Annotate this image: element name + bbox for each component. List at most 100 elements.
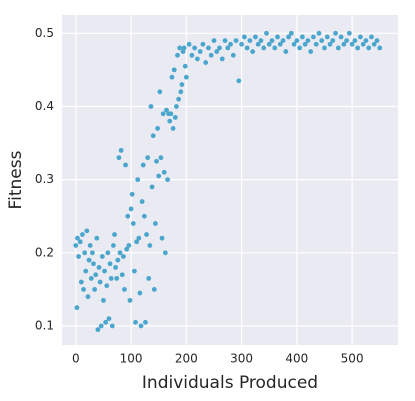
point [341, 41, 347, 47]
point [186, 41, 192, 47]
x-axis-label: Individuals Produced [142, 373, 318, 393]
point [104, 283, 110, 289]
point [165, 177, 170, 183]
point [144, 232, 149, 237]
y-tick-label: 0.3 [35, 172, 54, 186]
point [344, 38, 350, 44]
point [299, 34, 305, 40]
point [333, 30, 338, 36]
point [77, 239, 83, 245]
point [139, 199, 145, 204]
point [84, 228, 90, 234]
point [150, 133, 156, 139]
point [89, 250, 95, 256]
point [178, 89, 184, 95]
point [83, 268, 89, 274]
point [308, 49, 314, 54]
point [101, 297, 106, 303]
point [371, 41, 377, 47]
point [324, 34, 330, 40]
point [87, 243, 93, 248]
point [244, 45, 250, 51]
point [275, 34, 280, 40]
point [363, 38, 369, 44]
point [211, 38, 217, 44]
point [181, 45, 187, 51]
point [93, 272, 99, 278]
point [140, 162, 146, 168]
point [288, 30, 294, 36]
point [177, 45, 183, 51]
point [167, 118, 173, 124]
point [264, 30, 269, 36]
point [155, 126, 161, 131]
point [189, 52, 195, 58]
point [176, 96, 182, 102]
y-axis-label: Fitness [6, 150, 26, 209]
point [97, 279, 103, 285]
point [183, 74, 189, 80]
point [82, 250, 88, 256]
point [180, 49, 186, 54]
point [316, 30, 322, 36]
point [108, 276, 114, 281]
point [130, 221, 136, 226]
point [73, 243, 79, 248]
point [266, 41, 272, 47]
point [297, 45, 303, 51]
point [133, 319, 138, 325]
point [156, 173, 162, 179]
point [91, 261, 96, 267]
point [239, 41, 245, 47]
point [96, 265, 102, 270]
point [319, 38, 325, 44]
point [95, 327, 101, 333]
point [122, 286, 127, 292]
point [208, 52, 214, 58]
point [322, 45, 327, 51]
point [277, 41, 283, 47]
point [161, 169, 167, 175]
point [145, 155, 151, 161]
point [80, 232, 85, 237]
point [194, 56, 200, 62]
point [261, 45, 267, 51]
x-tick-label: 200 [175, 352, 198, 366]
point [286, 34, 291, 40]
point [302, 41, 308, 47]
point [172, 115, 178, 120]
point [219, 56, 225, 62]
point [182, 63, 188, 69]
point [141, 213, 147, 219]
point [255, 41, 261, 47]
point [134, 239, 140, 245]
point [360, 41, 366, 47]
point [117, 250, 123, 256]
point [106, 316, 112, 322]
point [250, 49, 256, 54]
point [233, 38, 239, 44]
y-tick-label: 0.1 [35, 318, 54, 332]
point [120, 254, 126, 259]
x-tick-label: 400 [285, 352, 308, 366]
point [152, 221, 158, 226]
point [125, 213, 131, 219]
point [110, 243, 116, 248]
point [192, 45, 198, 51]
x-tick-label: 0 [72, 352, 80, 366]
point [294, 38, 300, 44]
point [118, 147, 124, 153]
point [236, 78, 242, 84]
point [102, 268, 107, 274]
point [159, 235, 165, 241]
x-tick-label: 500 [341, 352, 364, 366]
point [98, 323, 104, 329]
point [138, 323, 144, 329]
point [124, 246, 130, 252]
point [222, 38, 228, 44]
point [272, 45, 278, 51]
point [75, 235, 80, 241]
y-tick-label: 0.4 [35, 99, 54, 113]
y-tick-label: 0.5 [35, 26, 54, 40]
